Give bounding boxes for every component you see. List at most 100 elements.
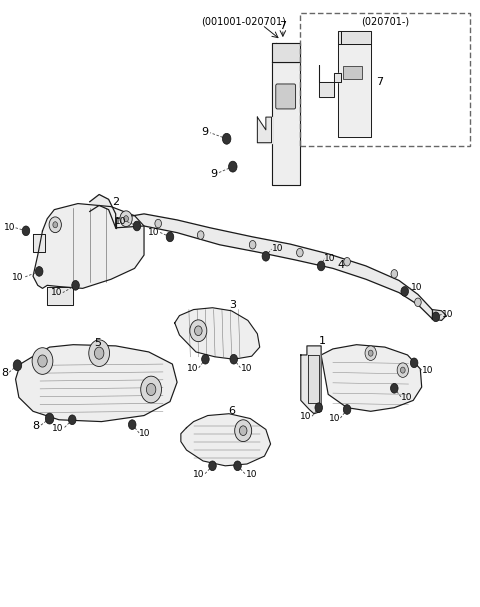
Circle shape <box>194 326 202 336</box>
Text: 10: 10 <box>148 228 159 237</box>
Text: 9: 9 <box>210 169 217 179</box>
Text: 6: 6 <box>228 406 235 416</box>
Bar <box>343 66 362 79</box>
Circle shape <box>197 231 204 239</box>
Circle shape <box>53 222 58 228</box>
Circle shape <box>230 354 238 364</box>
Circle shape <box>22 226 30 236</box>
Text: 8: 8 <box>32 421 39 432</box>
Text: (020701-): (020701-) <box>361 17 409 27</box>
Circle shape <box>368 350 373 356</box>
Circle shape <box>391 270 397 278</box>
Text: 10: 10 <box>246 470 257 479</box>
Circle shape <box>262 251 270 261</box>
Polygon shape <box>15 345 177 422</box>
Polygon shape <box>321 345 422 412</box>
Circle shape <box>343 405 351 415</box>
Circle shape <box>415 298 421 307</box>
Circle shape <box>13 360 22 371</box>
Polygon shape <box>337 31 371 137</box>
Polygon shape <box>175 308 260 359</box>
Circle shape <box>240 426 247 436</box>
Polygon shape <box>308 355 319 404</box>
Circle shape <box>49 217 61 232</box>
Circle shape <box>120 211 132 226</box>
Polygon shape <box>116 214 432 319</box>
Circle shape <box>133 221 141 231</box>
Text: 5: 5 <box>95 339 101 348</box>
Circle shape <box>249 240 256 249</box>
Text: 10: 10 <box>401 393 413 402</box>
Polygon shape <box>432 310 446 320</box>
Circle shape <box>397 363 408 378</box>
Circle shape <box>166 232 174 242</box>
Text: 10: 10 <box>328 414 340 423</box>
Polygon shape <box>301 346 321 414</box>
Circle shape <box>129 420 136 430</box>
Text: 10: 10 <box>272 245 283 254</box>
Polygon shape <box>33 203 144 288</box>
Text: 10: 10 <box>411 283 422 292</box>
Polygon shape <box>181 414 271 466</box>
Circle shape <box>32 348 53 375</box>
Circle shape <box>317 261 325 271</box>
Circle shape <box>89 340 109 367</box>
Text: 10: 10 <box>52 424 64 433</box>
Circle shape <box>141 376 161 403</box>
Text: 2: 2 <box>112 197 119 207</box>
Text: 3: 3 <box>229 300 236 310</box>
Circle shape <box>315 403 323 413</box>
Polygon shape <box>257 117 272 143</box>
Text: 4: 4 <box>337 260 345 270</box>
Text: 1: 1 <box>319 336 326 346</box>
Circle shape <box>69 415 76 425</box>
Polygon shape <box>320 65 341 97</box>
Circle shape <box>146 384 156 396</box>
Circle shape <box>38 355 47 367</box>
Circle shape <box>228 161 237 172</box>
Circle shape <box>365 346 376 361</box>
Circle shape <box>297 248 303 257</box>
Circle shape <box>222 134 231 144</box>
Circle shape <box>45 413 54 424</box>
Circle shape <box>410 358 418 368</box>
Text: 10: 10 <box>422 365 433 375</box>
Circle shape <box>209 461 216 470</box>
Text: 10: 10 <box>300 412 312 421</box>
Circle shape <box>344 257 350 266</box>
Text: 10: 10 <box>139 429 151 438</box>
Polygon shape <box>272 43 300 185</box>
Circle shape <box>391 384 398 393</box>
Text: 10: 10 <box>115 217 126 226</box>
Text: 10: 10 <box>4 223 15 232</box>
Circle shape <box>432 312 440 322</box>
Text: 9: 9 <box>202 126 209 137</box>
Text: 10: 10 <box>324 254 336 263</box>
Polygon shape <box>272 43 300 61</box>
Text: 10: 10 <box>442 310 453 319</box>
Polygon shape <box>90 194 116 228</box>
Text: 10: 10 <box>193 470 204 479</box>
Text: 7: 7 <box>279 21 287 31</box>
Circle shape <box>155 219 161 228</box>
Polygon shape <box>337 31 371 44</box>
Circle shape <box>400 367 405 373</box>
Text: 7: 7 <box>376 77 384 87</box>
Text: 10: 10 <box>241 364 252 373</box>
Text: 10: 10 <box>51 288 63 297</box>
Bar <box>300 13 470 146</box>
FancyBboxPatch shape <box>276 84 296 109</box>
Circle shape <box>124 215 129 222</box>
Circle shape <box>235 420 252 441</box>
Text: 10: 10 <box>187 364 198 373</box>
Polygon shape <box>33 234 45 252</box>
Polygon shape <box>47 287 73 305</box>
Text: 8: 8 <box>1 368 8 378</box>
Circle shape <box>202 354 209 364</box>
Circle shape <box>95 347 104 359</box>
Circle shape <box>234 461 241 470</box>
Text: 10: 10 <box>12 273 24 282</box>
Circle shape <box>190 320 207 342</box>
Text: (001001-020701): (001001-020701) <box>201 17 286 27</box>
Circle shape <box>401 287 408 296</box>
